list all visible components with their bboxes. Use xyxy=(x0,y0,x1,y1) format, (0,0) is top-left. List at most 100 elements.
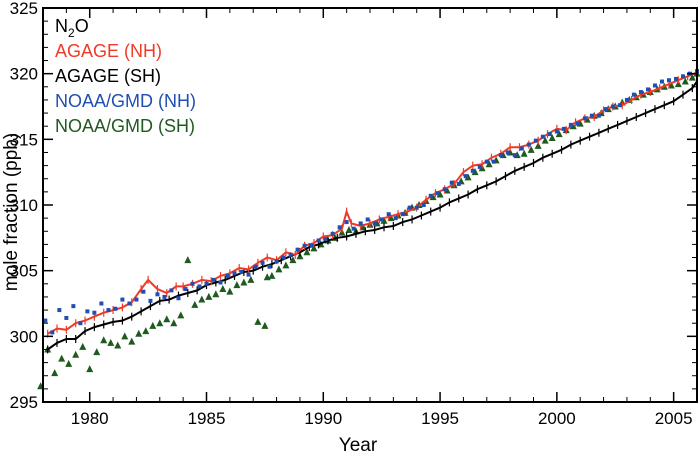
data-point xyxy=(645,87,650,92)
data-point xyxy=(127,301,132,306)
data-point xyxy=(183,287,188,292)
data-point xyxy=(310,244,318,252)
data-point xyxy=(407,205,412,210)
data-point xyxy=(442,187,447,192)
data-point xyxy=(162,294,167,299)
data-point xyxy=(520,149,528,157)
x-tick-label: 2005 xyxy=(655,409,693,428)
data-point xyxy=(275,265,283,273)
data-point xyxy=(267,264,272,269)
legend-entry-agage-sh: AGAGE (SH) xyxy=(55,66,161,86)
data-point xyxy=(589,113,594,118)
data-point xyxy=(86,365,94,373)
data-point xyxy=(631,92,636,97)
data-point xyxy=(526,142,531,147)
data-point xyxy=(226,287,234,295)
data-point xyxy=(428,193,433,198)
data-point xyxy=(282,261,290,269)
data-point xyxy=(680,74,685,79)
data-point xyxy=(436,190,444,198)
data-point xyxy=(107,338,115,346)
data-point xyxy=(58,354,66,362)
data-point xyxy=(253,264,258,269)
data-point xyxy=(309,243,314,248)
data-point xyxy=(232,271,237,276)
data-point xyxy=(351,226,356,231)
data-point xyxy=(218,280,223,285)
y-tick-label: 295 xyxy=(10,393,38,412)
data-point xyxy=(673,76,678,81)
data-point xyxy=(624,97,629,102)
data-point xyxy=(93,348,101,356)
x-tick-label: 1985 xyxy=(188,409,226,428)
data-point xyxy=(205,292,213,300)
data-point xyxy=(289,256,297,264)
x-tick-label: 1990 xyxy=(304,409,342,428)
y-axis-label: mole fraction (ppb) xyxy=(1,133,22,291)
data-point xyxy=(246,272,251,277)
data-point xyxy=(519,146,524,151)
data-point xyxy=(134,297,139,302)
x-tick-label: 1980 xyxy=(71,409,109,428)
data-point xyxy=(177,311,185,319)
data-point xyxy=(135,329,143,337)
data-point xyxy=(100,336,108,344)
data-point xyxy=(534,141,542,149)
data-point xyxy=(50,330,55,335)
data-point xyxy=(121,332,129,340)
data-point xyxy=(85,309,90,314)
data-point xyxy=(414,205,419,210)
legend: N2O AGAGE (NH) AGAGE (SH) NOAA/GMD (NH) … xyxy=(55,16,196,136)
data-point xyxy=(302,243,307,248)
data-point xyxy=(659,79,664,84)
data-point xyxy=(184,256,192,264)
data-point xyxy=(449,180,454,185)
data-point xyxy=(114,341,122,349)
data-point xyxy=(212,290,220,298)
y-tick-label: 305 xyxy=(10,262,38,281)
data-point xyxy=(358,221,363,226)
data-point xyxy=(79,342,87,350)
data-point xyxy=(71,304,76,309)
data-point xyxy=(617,103,622,108)
data-point xyxy=(380,216,388,224)
data-point xyxy=(233,281,241,289)
data-point xyxy=(128,337,136,345)
x-tick-label: 1995 xyxy=(421,409,459,428)
data-point xyxy=(288,252,293,257)
series-line-agage-nh xyxy=(47,71,698,335)
data-point xyxy=(681,77,689,85)
y-tick-label: 300 xyxy=(10,327,38,346)
data-point xyxy=(43,318,48,323)
data-point xyxy=(582,116,587,121)
data-point xyxy=(106,308,111,313)
data-point xyxy=(345,225,353,233)
data-point xyxy=(379,217,384,222)
legend-entry-noaa-nh: NOAA/GMD (NH) xyxy=(55,91,196,111)
data-point xyxy=(505,150,510,155)
data-point xyxy=(527,145,535,153)
data-point xyxy=(78,321,83,326)
data-point xyxy=(372,221,377,226)
y-tick-label: 325 xyxy=(10,0,38,18)
data-point xyxy=(142,327,150,335)
data-point xyxy=(149,321,157,329)
data-point xyxy=(485,160,493,168)
legend-heading: N2O xyxy=(55,16,89,40)
data-point xyxy=(533,138,538,143)
data-point xyxy=(610,104,615,109)
data-point xyxy=(575,121,580,126)
data-point xyxy=(303,248,311,256)
data-point xyxy=(99,301,104,306)
y-tick-label: 310 xyxy=(10,196,38,215)
data-point xyxy=(156,319,164,327)
data-point xyxy=(688,73,696,81)
data-point xyxy=(569,122,577,130)
data-point xyxy=(281,255,286,260)
data-point xyxy=(254,317,262,325)
data-point xyxy=(274,259,279,264)
data-point xyxy=(72,350,80,358)
legend-entry-agage-nh: AGAGE (NH) xyxy=(55,41,162,61)
data-point xyxy=(240,278,248,286)
data-point xyxy=(120,297,125,302)
